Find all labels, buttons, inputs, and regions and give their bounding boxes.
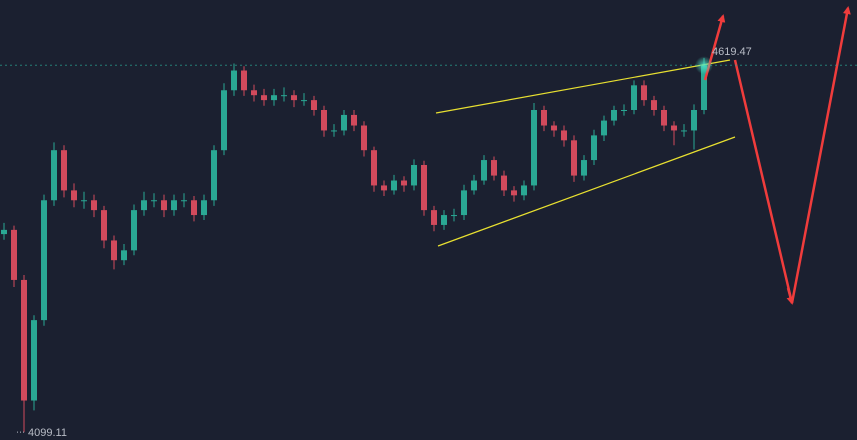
candle-body: [101, 210, 107, 241]
candle-body: [341, 114, 347, 131]
candle-body: [161, 200, 167, 211]
candle-body: [411, 165, 417, 186]
candle-body: [181, 200, 187, 202]
candle-body: [421, 165, 427, 211]
candle-body: [201, 200, 207, 216]
candle-body: [141, 200, 147, 211]
candle-body: [221, 90, 227, 151]
candle-body: [541, 110, 547, 126]
candle-body: [401, 180, 407, 186]
candle-body: [191, 200, 197, 216]
candle-body: [211, 150, 217, 201]
candle-body: [571, 140, 577, 176]
candle-body: [491, 160, 497, 176]
candle-body: [581, 160, 587, 176]
candle-body: [11, 229, 17, 280]
candle-body: [31, 320, 37, 401]
candle-body: [591, 135, 597, 161]
candle-body: [231, 70, 237, 91]
candle-body: [461, 190, 467, 216]
candle-body: [61, 150, 67, 191]
upper-trendline: [435, 59, 731, 114]
candle-body: [41, 200, 47, 321]
low-price-label: 4099.11: [28, 427, 67, 439]
candle-body: [621, 110, 627, 111]
candle-body: [611, 110, 617, 121]
last-price-label: 4619.47: [712, 46, 752, 58]
candle-body: [391, 180, 397, 191]
candle-body: [441, 215, 447, 225]
lower-trendline: [437, 136, 736, 247]
forecast-arrow: [733, 6, 851, 304]
candle-body: [501, 175, 507, 191]
candle-body: [511, 190, 517, 196]
candles: [1, 57, 707, 433]
candle-body: [431, 210, 437, 225]
candle-body: [601, 120, 607, 136]
candle-body: [91, 200, 97, 211]
candle-body: [291, 95, 297, 101]
candle-body: [551, 125, 557, 131]
candle-body: [281, 95, 287, 97]
candle-body: [521, 185, 527, 196]
candle-body: [561, 130, 567, 141]
candle-body: [631, 85, 637, 110]
candle-body: [481, 160, 487, 181]
candle-body: [271, 95, 277, 101]
candle-body: [371, 150, 377, 186]
forecast-arrow-head: [786, 287, 795, 305]
candle-body: [171, 200, 177, 211]
candle-body: [671, 125, 677, 131]
candle-body: [1, 229, 7, 235]
candle-body: [381, 185, 387, 191]
candle-body: [151, 200, 157, 202]
candle-body: [121, 250, 127, 261]
candle-body: [21, 279, 27, 401]
candle-body: [701, 65, 707, 110]
candle-body: [321, 110, 327, 131]
candle-body: [251, 90, 257, 96]
candle-body: [531, 110, 537, 186]
candle-body: [471, 180, 477, 191]
candle-body: [351, 114, 357, 126]
candle-body: [651, 100, 657, 110]
candle-body: [681, 130, 687, 132]
candle-body: [51, 150, 57, 201]
candle-body: [81, 200, 87, 202]
candle-body: [311, 100, 317, 110]
candle-body: [131, 210, 137, 251]
candle-body: [111, 240, 117, 261]
candle-body: [691, 110, 697, 131]
candle-body: [241, 70, 247, 91]
candle-body: [451, 215, 457, 217]
candle-body: [301, 100, 307, 102]
candle-body: [71, 190, 77, 201]
candle-body: [361, 125, 367, 151]
candle-body: [641, 85, 647, 101]
last-price-glow: [695, 56, 713, 75]
candle-body: [331, 130, 337, 132]
candle-body: [661, 110, 667, 126]
candle-body: [261, 95, 267, 101]
